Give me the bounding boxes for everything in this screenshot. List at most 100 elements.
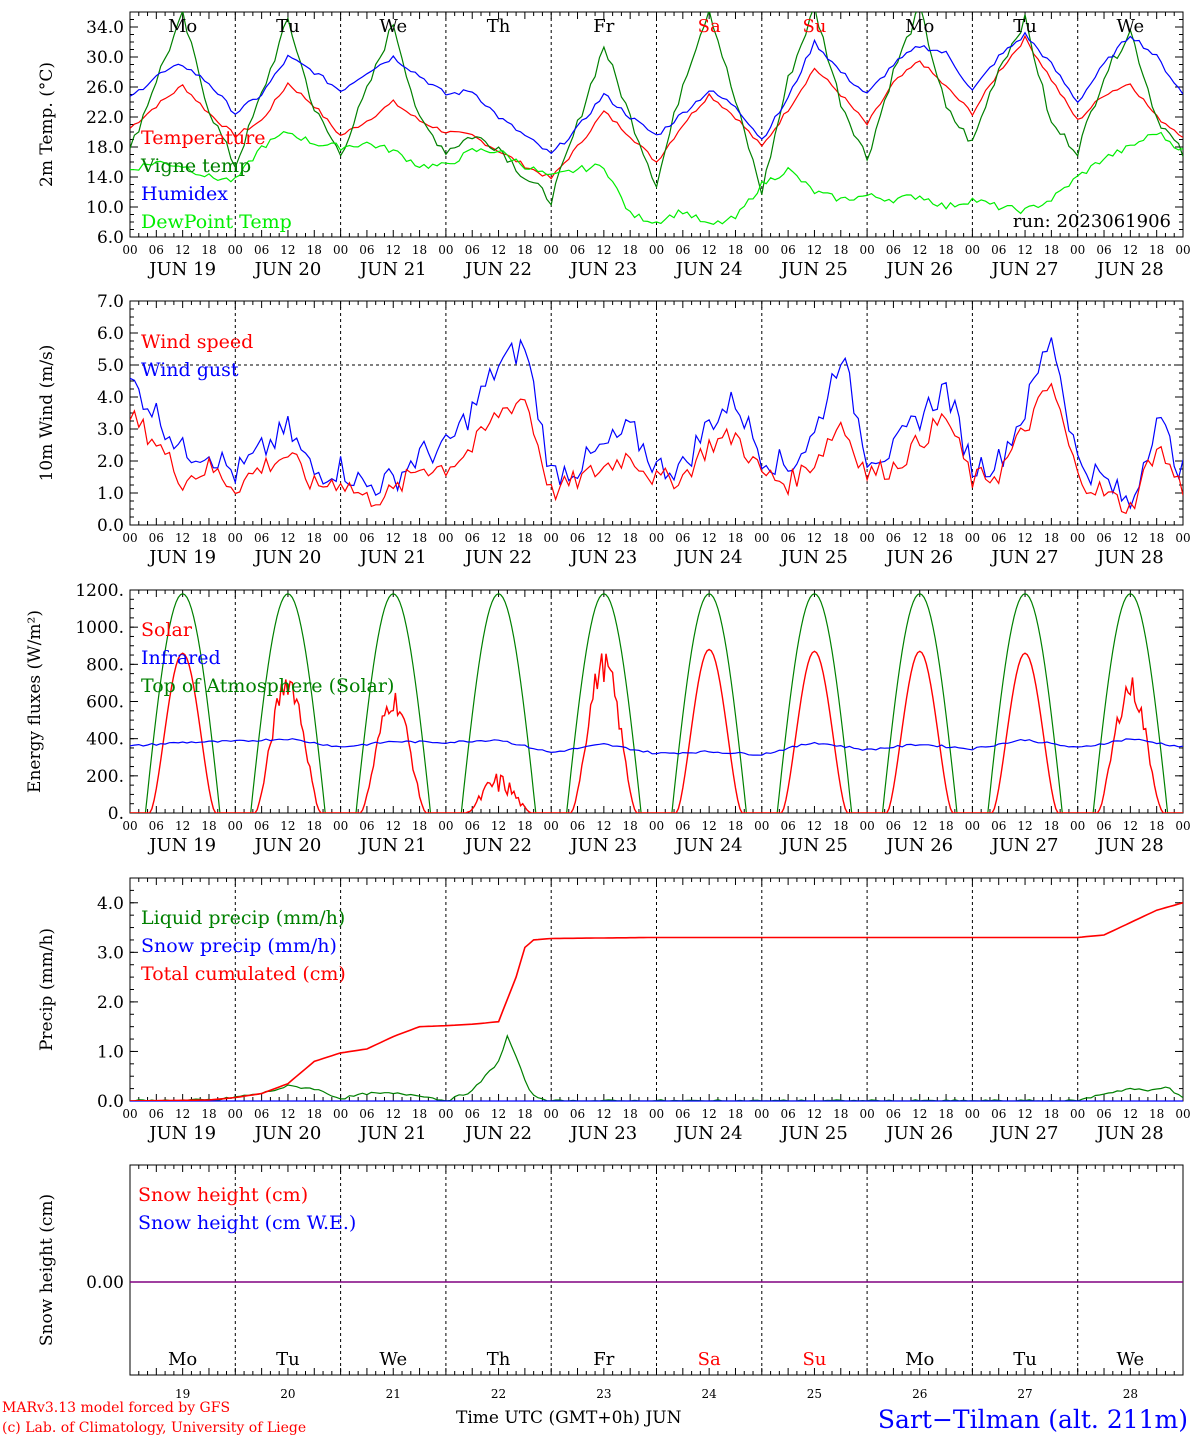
hour-tick-label: 12 — [702, 531, 717, 545]
y-axis-label: Precip (mm/h) — [37, 928, 57, 1051]
weekday-label: We — [1117, 1349, 1145, 1370]
date-label: JUN 19 — [147, 547, 216, 568]
hour-tick-label: 00 — [333, 243, 348, 257]
series-line — [130, 12, 1183, 207]
date-label: JUN 27 — [990, 1123, 1059, 1144]
date-label: JUN 24 — [674, 1123, 743, 1144]
hour-tick-label: 06 — [465, 1107, 480, 1121]
weekday-label: Mo — [168, 16, 197, 37]
plot-frame — [129, 11, 1184, 238]
hour-tick-label: 12 — [596, 531, 611, 545]
hour-tick-label: 06 — [991, 243, 1006, 257]
weekday-label: Tu — [1013, 16, 1037, 37]
y-tick-label: 0.0 — [97, 1092, 124, 1112]
hour-tick-label: 06 — [359, 819, 374, 833]
hour-tick-label: 00 — [228, 1107, 243, 1121]
hour-tick-label: 12 — [1123, 243, 1138, 257]
weekday-label: Mo — [905, 16, 934, 37]
date-label: JUN 26 — [884, 259, 953, 280]
hour-tick-label: 00 — [544, 531, 559, 545]
hour-tick-label: 06 — [1096, 243, 1111, 257]
weekday-label: Su — [802, 16, 826, 37]
legend-entry: Snow height (cm W.E.) — [138, 1212, 356, 1234]
legend-entry: Vigne temp — [140, 155, 251, 177]
weekday-label: Mo — [168, 1349, 197, 1370]
hour-tick-label: 00 — [438, 243, 453, 257]
hour-tick-label: 12 — [386, 819, 401, 833]
hour-tick-label: 00 — [1070, 1107, 1085, 1121]
hour-tick-label: 18 — [517, 1107, 532, 1121]
hour-tick-label: 00 — [122, 531, 137, 545]
y-tick-label: 7.0 — [97, 292, 124, 312]
date-label: JUN 26 — [884, 835, 953, 856]
weekday-label: We — [379, 16, 407, 37]
hour-tick-label: 18 — [1044, 819, 1059, 833]
hour-tick-label: 18 — [833, 531, 848, 545]
weekday-label: Tu — [276, 16, 300, 37]
hour-tick-label: 00 — [122, 243, 137, 257]
date-label: JUN 27 — [990, 547, 1059, 568]
hour-tick-label: 06 — [886, 819, 901, 833]
hour-tick-label: 18 — [623, 819, 638, 833]
hour-tick-label: 18 — [938, 1107, 953, 1121]
y-tick-label: 6.0 — [97, 228, 124, 248]
weekday-label: Tu — [1013, 1349, 1037, 1370]
hour-tick-label: 18 — [833, 819, 848, 833]
date-label: JUN 21 — [358, 547, 427, 568]
y-axis-label: Snow height (cm) — [37, 1194, 57, 1346]
legend-entry: Solar — [141, 619, 193, 641]
legend-entry: Wind gust — [141, 359, 239, 381]
hour-tick-label: 00 — [754, 819, 769, 833]
hour-tick-label: 00 — [754, 1107, 769, 1121]
panel-3: 00 06 12 18 JUN 19 00 06 12 18 JUN 20 00 06 12 18 JUN … — [25, 581, 1191, 856]
legend-entry: Humidex — [141, 183, 228, 205]
series-line — [130, 131, 1183, 225]
y-tick-label: 10.0 — [86, 198, 124, 218]
hour-tick-label: 00 — [649, 1107, 664, 1121]
hour-tick-label: 18 — [728, 243, 743, 257]
hour-tick-label: 00 — [859, 1107, 874, 1121]
hour-tick-label: 18 — [1044, 243, 1059, 257]
hour-tick-label: 12 — [702, 243, 717, 257]
date-label: JUN 25 — [779, 835, 848, 856]
hour-tick-label: 00 — [228, 531, 243, 545]
date-label: JUN 25 — [779, 1123, 848, 1144]
series-line — [130, 337, 1183, 510]
hour-tick-label: 18 — [201, 819, 216, 833]
hour-tick-label: 12 — [1017, 1107, 1032, 1121]
legend-entry: Infrared — [141, 647, 221, 669]
hour-tick-label: 18 — [412, 531, 427, 545]
weekday-label: Fr — [593, 1349, 614, 1370]
day-number-label: 25 — [807, 1387, 822, 1401]
hour-tick-label: 06 — [886, 1107, 901, 1121]
hour-tick-label: 00 — [333, 531, 348, 545]
hour-tick-label: 00 — [1070, 531, 1085, 545]
hour-tick-label: 00 — [438, 531, 453, 545]
hour-tick-label: 18 — [517, 243, 532, 257]
hour-tick-label: 00 — [1175, 531, 1190, 545]
date-label: JUN 23 — [568, 259, 637, 280]
date-label: JUN 20 — [253, 259, 322, 280]
panels: 00 06 12 18 JUN 19 00 06 12 18 JUN 20 00 06 12 18 JUN … — [25, 11, 1191, 1401]
hour-tick-label: 18 — [938, 819, 953, 833]
hour-tick-label: 18 — [1149, 531, 1164, 545]
date-label: JUN 27 — [990, 835, 1059, 856]
legend-entry: Wind speed — [141, 331, 253, 353]
hour-tick-label: 00 — [544, 243, 559, 257]
credit-line-1: MARv3.13 model forced by GFS — [2, 1400, 230, 1416]
date-label: JUN 28 — [1095, 547, 1164, 568]
series-line — [130, 382, 1183, 515]
date-label: JUN 20 — [253, 547, 322, 568]
y-tick-label: 3.0 — [97, 943, 124, 963]
hour-tick-label: 12 — [280, 531, 295, 545]
hour-tick-label: 00 — [122, 819, 137, 833]
weekday-label: We — [379, 1349, 407, 1370]
legend-entry: Snow height (cm) — [138, 1184, 308, 1206]
legend-entry: Total cumulated (cm) — [141, 963, 346, 985]
hour-tick-label: 12 — [912, 531, 927, 545]
x-axis-title: Time UTC (GMT+0h) JUN — [456, 1408, 682, 1428]
plot-frame — [129, 300, 1184, 526]
date-label: JUN 22 — [463, 835, 532, 856]
hour-tick-label: 00 — [649, 531, 664, 545]
y-tick-label: 6.0 — [97, 324, 124, 344]
